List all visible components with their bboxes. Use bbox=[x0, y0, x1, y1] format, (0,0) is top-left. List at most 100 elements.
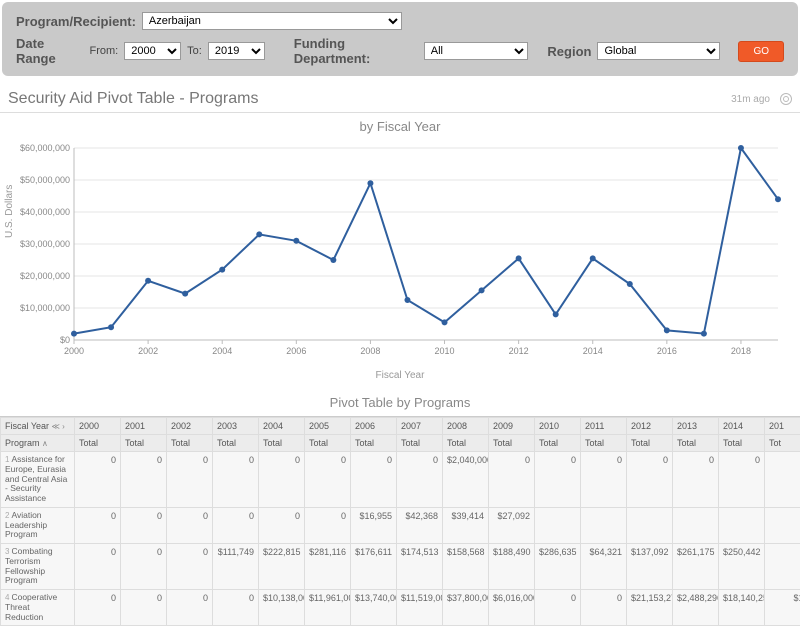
value-cell: $10,138,000 bbox=[259, 590, 305, 626]
svg-text:$60,000,000: $60,000,000 bbox=[20, 143, 70, 153]
pivot-sub-header: Total bbox=[581, 435, 627, 452]
value-cell: 0 bbox=[167, 544, 213, 590]
pivot-year-header[interactable]: 2004 bbox=[259, 418, 305, 435]
svg-text:2010: 2010 bbox=[435, 346, 455, 356]
value-cell: $2,488,296 bbox=[673, 590, 719, 626]
value-cell: 0 bbox=[305, 507, 351, 543]
value-cell bbox=[673, 507, 719, 543]
pivot-year-header[interactable]: 2008 bbox=[443, 418, 489, 435]
value-cell: 0 bbox=[581, 590, 627, 626]
page-age: 31m ago bbox=[731, 94, 770, 105]
line-chart: $0$10,000,000$20,000,000$30,000,000$40,0… bbox=[8, 138, 788, 368]
pivot-year-header[interactable]: 2009 bbox=[489, 418, 535, 435]
pivot-year-header[interactable]: 2006 bbox=[351, 418, 397, 435]
value-cell: $1, bbox=[765, 590, 800, 626]
value-cell: 0 bbox=[75, 452, 121, 508]
value-cell: $42,368 bbox=[397, 507, 443, 543]
pivot-sub-header: Total bbox=[213, 435, 259, 452]
value-cell: $27,092 bbox=[489, 507, 535, 543]
value-cell: $6,016,000 bbox=[489, 590, 535, 626]
svg-text:$30,000,000: $30,000,000 bbox=[20, 239, 70, 249]
program-cell: 4Cooperative Threat Reduction bbox=[1, 590, 75, 626]
region-label: Region bbox=[547, 44, 591, 59]
value-cell: 0 bbox=[765, 452, 800, 508]
pivot-sub-header: Total bbox=[489, 435, 535, 452]
value-cell: $11,961,000 bbox=[305, 590, 351, 626]
value-cell: $13,740,000 bbox=[351, 590, 397, 626]
value-cell: $111,749 bbox=[213, 544, 259, 590]
value-cell: $39,414 bbox=[443, 507, 489, 543]
value-cell: 0 bbox=[167, 590, 213, 626]
pivot-year-header[interactable]: 2000 bbox=[75, 418, 121, 435]
pivot-year-header[interactable]: 2002 bbox=[167, 418, 213, 435]
value-cell: $250,442 bbox=[719, 544, 765, 590]
value-cell: $158,568 bbox=[443, 544, 489, 590]
svg-text:2014: 2014 bbox=[583, 346, 603, 356]
program-select[interactable]: Azerbaijan bbox=[142, 12, 402, 30]
to-year-select[interactable]: 2019 bbox=[208, 42, 265, 60]
go-button[interactable]: GO bbox=[738, 41, 784, 62]
pivot-year-header[interactable]: 2013 bbox=[673, 418, 719, 435]
pivot-sub-header: Total bbox=[397, 435, 443, 452]
x-axis-label: Fiscal Year bbox=[8, 370, 792, 381]
program-label: Program/Recipient: bbox=[16, 14, 136, 29]
region-select[interactable]: Global bbox=[597, 42, 720, 60]
pivot-year-header[interactable]: 2014 bbox=[719, 418, 765, 435]
gear-icon[interactable] bbox=[780, 93, 792, 105]
from-year-select[interactable]: 2000 bbox=[124, 42, 181, 60]
value-cell: $37,800,000 bbox=[443, 590, 489, 626]
pivot-sub-header: Total bbox=[719, 435, 765, 452]
value-cell: 0 bbox=[121, 452, 167, 508]
pivot-corner[interactable]: Fiscal Year ≪ › bbox=[1, 418, 75, 435]
value-cell: 0 bbox=[121, 590, 167, 626]
pivot-sub-header: Total bbox=[443, 435, 489, 452]
value-cell bbox=[765, 507, 800, 543]
value-cell: 0 bbox=[489, 452, 535, 508]
table-row: 2Aviation Leadership Program000000$16,95… bbox=[1, 507, 800, 543]
value-cell: $286,635 bbox=[535, 544, 581, 590]
pivot-year-header[interactable]: 201 bbox=[765, 418, 800, 435]
value-cell: 0 bbox=[213, 590, 259, 626]
pivot-sub-header: Total bbox=[351, 435, 397, 452]
svg-text:$20,000,000: $20,000,000 bbox=[20, 271, 70, 281]
svg-text:2006: 2006 bbox=[286, 346, 306, 356]
pivot-year-header[interactable]: 2010 bbox=[535, 418, 581, 435]
pivot-year-header[interactable]: 2012 bbox=[627, 418, 673, 435]
svg-text:2004: 2004 bbox=[212, 346, 232, 356]
pivot-program-header[interactable]: Program ∧ bbox=[1, 435, 75, 452]
pivot-year-header[interactable]: 2003 bbox=[213, 418, 259, 435]
pivot-year-header[interactable]: 2001 bbox=[121, 418, 167, 435]
value-cell: $174,513 bbox=[397, 544, 443, 590]
svg-text:2018: 2018 bbox=[731, 346, 751, 356]
value-cell: $64,321 bbox=[581, 544, 627, 590]
pivot-year-header[interactable]: 2005 bbox=[305, 418, 351, 435]
pivot-sub-header: Total bbox=[259, 435, 305, 452]
svg-text:2012: 2012 bbox=[509, 346, 529, 356]
value-cell: $188,490 bbox=[489, 544, 535, 590]
chart-area: U.S. Dollars $0$10,000,000$20,000,000$30… bbox=[8, 138, 792, 368]
value-cell: 0 bbox=[121, 544, 167, 590]
dept-select[interactable]: All bbox=[424, 42, 528, 60]
value-cell: $137,092 bbox=[627, 544, 673, 590]
pivot-year-header[interactable]: 2007 bbox=[397, 418, 443, 435]
value-cell: $16,955 bbox=[351, 507, 397, 543]
value-cell: 0 bbox=[719, 452, 765, 508]
table-row: 4Cooperative Threat Reduction0000$10,138… bbox=[1, 590, 800, 626]
value-cell: 0 bbox=[167, 507, 213, 543]
value-cell bbox=[627, 507, 673, 543]
value-cell: $176,611 bbox=[351, 544, 397, 590]
value-cell: 0 bbox=[213, 452, 259, 508]
value-cell bbox=[765, 544, 800, 590]
pivot-table-wrap: Fiscal Year ≪ ›2000200120022003200420052… bbox=[0, 416, 800, 626]
pivot-sub-header: Total bbox=[673, 435, 719, 452]
value-cell: 0 bbox=[213, 507, 259, 543]
program-cell: 2Aviation Leadership Program bbox=[1, 507, 75, 543]
value-cell: 0 bbox=[627, 452, 673, 508]
value-cell: $11,519,000 bbox=[397, 590, 443, 626]
value-cell: 0 bbox=[305, 452, 351, 508]
pivot-year-header[interactable]: 2011 bbox=[581, 418, 627, 435]
value-cell: 0 bbox=[397, 452, 443, 508]
value-cell bbox=[581, 507, 627, 543]
value-cell: $21,153,272 bbox=[627, 590, 673, 626]
svg-text:2000: 2000 bbox=[64, 346, 84, 356]
